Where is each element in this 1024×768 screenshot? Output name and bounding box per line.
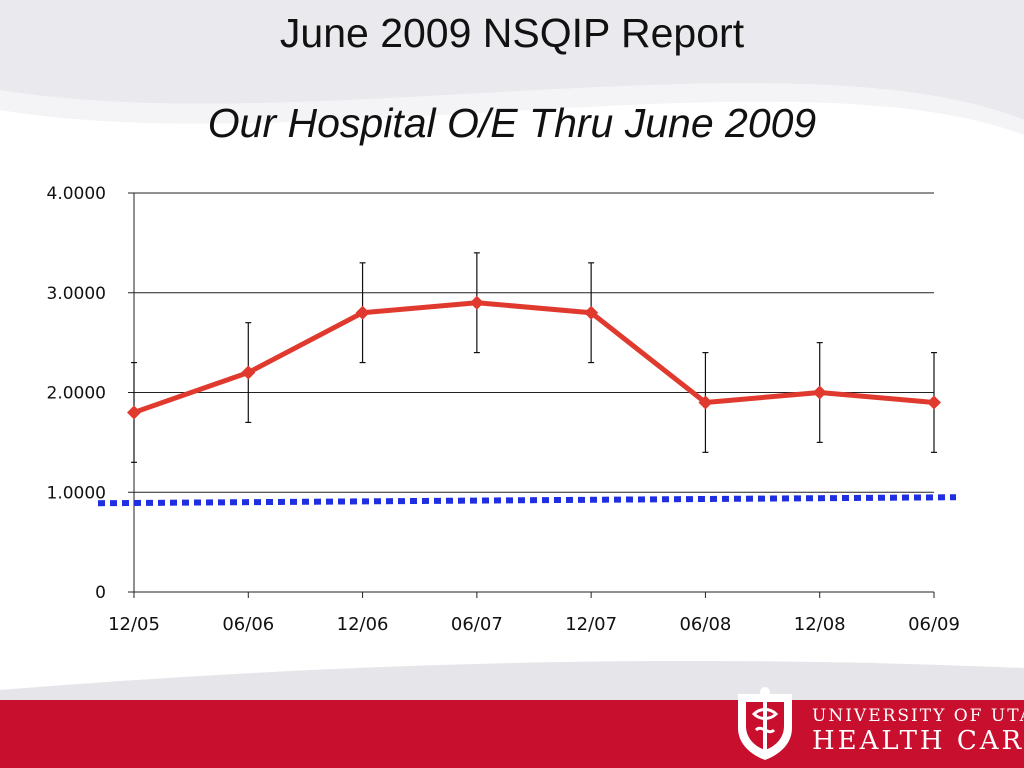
y-tick-labels: 0 1.0000 2.0000 3.0000 4.0000	[47, 184, 106, 603]
x-tick-label: 06/07	[451, 614, 503, 635]
x-tick-label: 12/07	[565, 614, 617, 635]
x-tick-label: 12/08	[794, 614, 846, 635]
series-line	[133, 300, 935, 415]
shield-icon	[738, 687, 792, 760]
university-logo: UNIVERSITY OF UTAH HEALTH CARE	[730, 684, 1024, 764]
slide-subtitle: Our Hospital O/E Thru June 2009	[207, 100, 817, 146]
logo-line-1: UNIVERSITY OF UTAH	[812, 706, 1024, 726]
top-swoosh	[0, 0, 1024, 120]
slide-title: June 2009 NSQIP Report	[279, 10, 745, 56]
top-swoosh-highlight	[0, 83, 1024, 135]
footer-bar	[0, 700, 1024, 768]
y-tick-label: 0	[95, 583, 106, 603]
series-line-layer	[133, 300, 935, 415]
x-tick-labels: 12/05 06/06 12/06 06/07 12/07 06/08 12/08 06/09	[108, 614, 960, 635]
logo-line-2: HEALTH CARE	[812, 726, 1024, 756]
reference-line-layer	[97, 494, 957, 507]
x-tick-label: 06/06	[222, 614, 274, 635]
x-tick-label: 12/05	[108, 614, 160, 635]
data-point-marker	[469, 295, 484, 310]
data-point-marker	[927, 395, 941, 410]
x-tick-label: 12/06	[337, 614, 389, 635]
data-point-marker	[698, 395, 713, 410]
y-tick-label: 2.0000	[47, 384, 106, 404]
series-markers	[127, 295, 941, 420]
x-tick-label: 06/09	[908, 614, 960, 635]
data-point-marker	[127, 405, 141, 420]
data-point-marker	[355, 305, 370, 320]
data-point-marker	[241, 365, 256, 380]
y-tick-label: 4.0000	[47, 184, 106, 204]
y-tick-label: 1.0000	[47, 483, 106, 503]
reference-line	[97, 494, 957, 507]
x-tick-label: 06/08	[679, 614, 731, 635]
y-tick-label: 3.0000	[47, 284, 106, 304]
data-point-marker	[812, 385, 827, 400]
data-point-marker	[584, 305, 599, 320]
error-bars	[131, 252, 937, 463]
